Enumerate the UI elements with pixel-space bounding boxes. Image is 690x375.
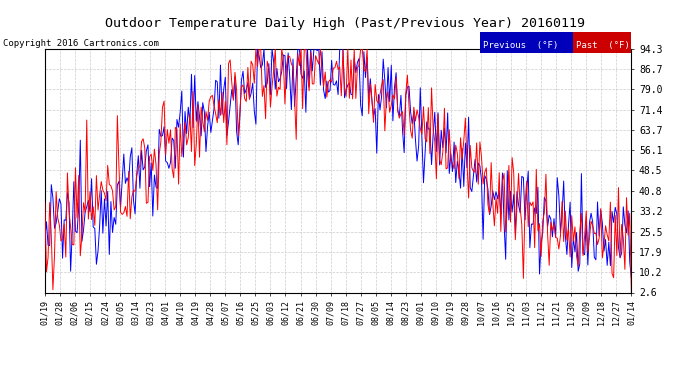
Text: Outdoor Temperature Daily High (Past/Previous Year) 20160119: Outdoor Temperature Daily High (Past/Pre… xyxy=(105,17,585,30)
Text: Past  (°F): Past (°F) xyxy=(576,41,630,50)
Text: Copyright 2016 Cartronics.com: Copyright 2016 Cartronics.com xyxy=(3,39,159,48)
Text: Previous  (°F): Previous (°F) xyxy=(483,41,558,50)
